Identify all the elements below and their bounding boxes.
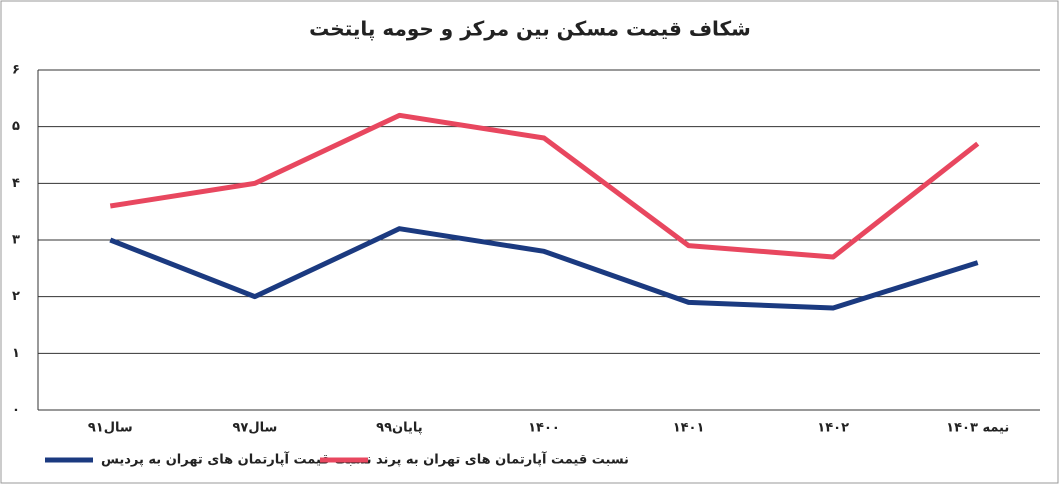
x-tick-label: ۱۴۰۲ [817, 421, 849, 436]
y-tick-label: ۶ [12, 63, 20, 78]
y-tick-label: ۵ [12, 119, 20, 134]
x-tick-label: نیمه ۱۴۰۳ [946, 421, 1009, 436]
series-line [109, 226, 979, 311]
legend-label: نسبت قیمت آپارتمان های تهران به پردیس [101, 451, 371, 468]
y-tick-label: ۴ [12, 176, 20, 191]
y-tick-label: ۲ [12, 289, 20, 304]
series-line [109, 112, 980, 260]
x-tick-label: سال۹۷ [232, 421, 277, 436]
chart-title: شکاف قیمت مسکن بین مرکز و حومه پایتخت [309, 17, 751, 42]
x-tick-label: ۱۴۰۱ [673, 421, 705, 436]
legend-label: نسبت قیمت آپارتمان های تهران به پرند [376, 451, 629, 468]
x-tick-label: پایان۹۹ [376, 421, 423, 436]
y-tick-label: ۱ [12, 346, 20, 361]
x-tick-label: سال۹۱ [88, 421, 133, 436]
y-tick-label: ۰ [12, 403, 20, 418]
y-tick-label: ۳ [12, 233, 20, 248]
x-tick-label: ۱۴۰۰ [528, 421, 560, 436]
